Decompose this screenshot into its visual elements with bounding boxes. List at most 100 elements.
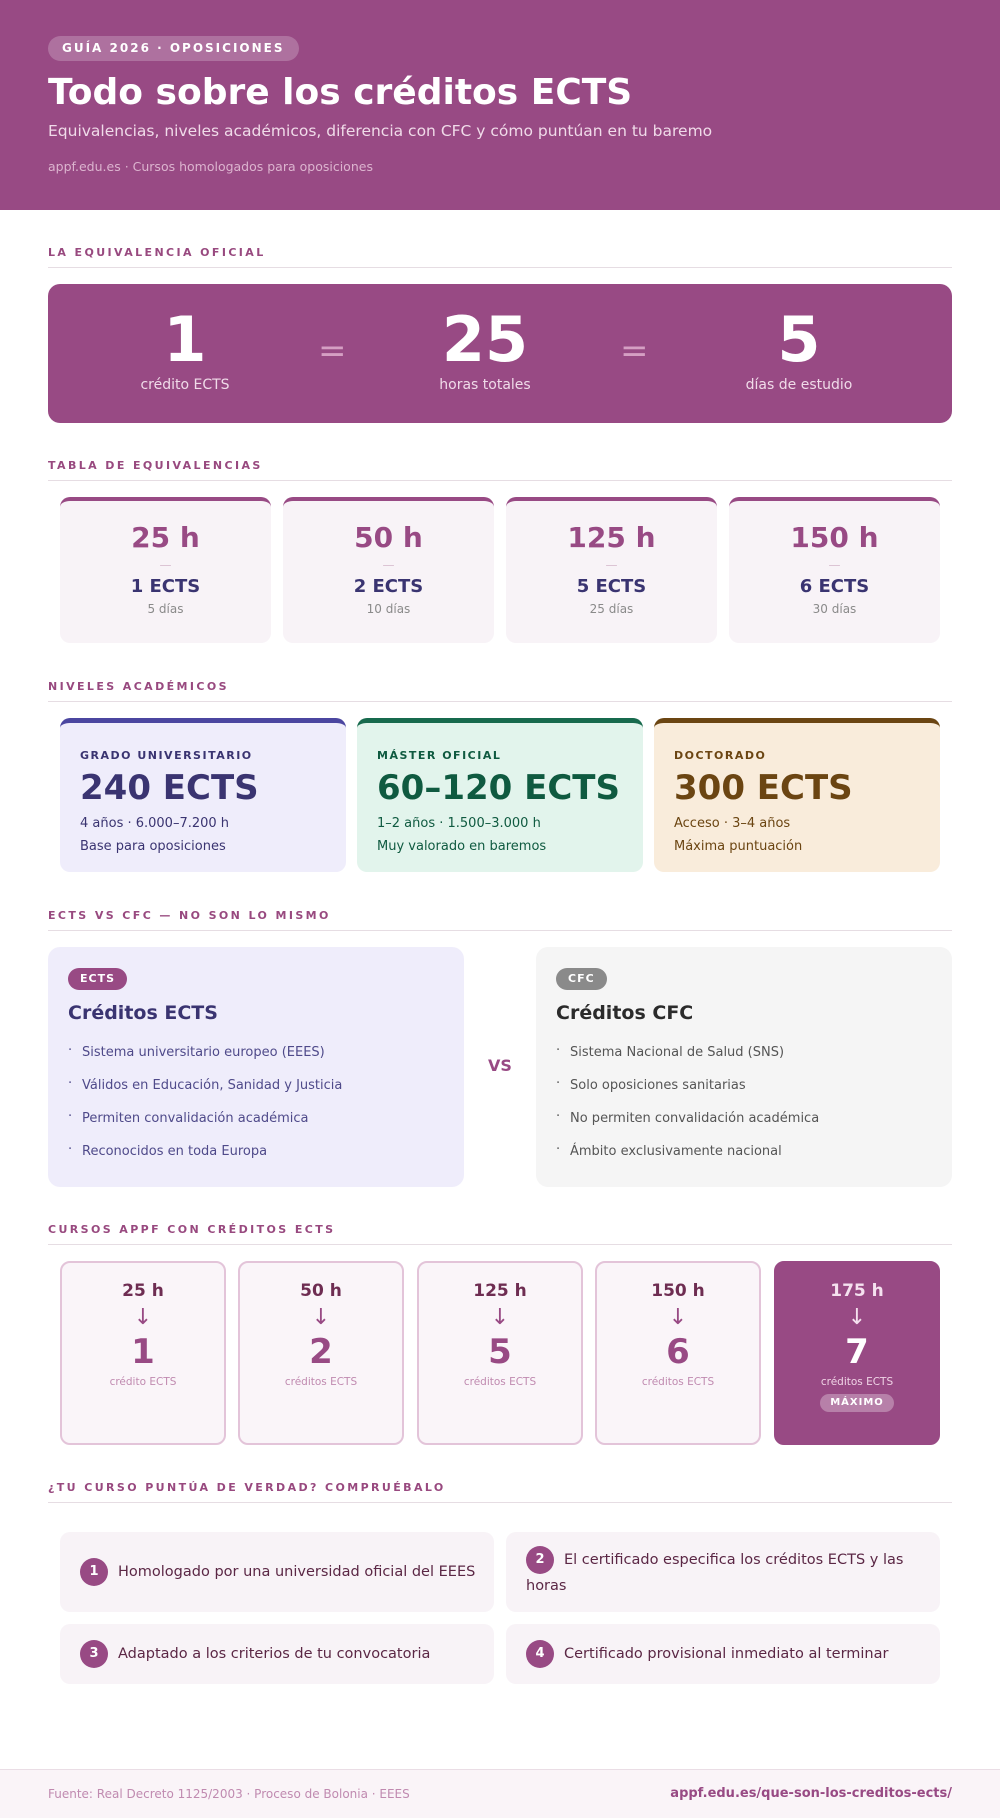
card-divider: — <box>159 558 172 572</box>
equivalence-label: crédito ECTS <box>140 377 230 394</box>
list-item: Ámbito exclusivamente nacional <box>556 1133 932 1168</box>
equivalence-card: 25 h — 1 ECTS 5 días <box>60 497 271 643</box>
guide-badge: GUÍA 2026 · OPOSICIONES <box>48 36 299 61</box>
course-hours: 50 h <box>300 1281 342 1301</box>
footer-source: Fuente: Real Decreto 1125/2003 · Proceso… <box>48 1787 410 1801</box>
check-number: 1 <box>80 1558 108 1586</box>
level-card-grado: GRADO UNIVERSITARIO 240 ECTS 4 años · 6.… <box>60 718 346 872</box>
check-text: El certificado especifica los créditos E… <box>526 1552 904 1594</box>
equivalence-hours: 25 horas totales <box>375 303 595 394</box>
arrow-down-icon: ↓ <box>668 1305 688 1330</box>
section-heading-equivalence: LA EQUIVALENCIA OFICIAL <box>48 246 952 268</box>
arrow-down-icon: ↓ <box>311 1305 331 1330</box>
card-hours: 50 h <box>354 521 423 554</box>
level-value: 300 ECTS <box>674 768 853 808</box>
cfc-title: Créditos CFC <box>556 1002 694 1024</box>
equivalence-days: 5 días de estudio <box>689 303 909 394</box>
page-title: Todo sobre los créditos ECTS <box>48 72 633 113</box>
course-credits: 5 <box>488 1332 512 1372</box>
equivalence-value: 25 <box>441 303 529 376</box>
card-ects: 1 ECTS <box>130 576 201 597</box>
level-tag: MÁSTER OFICIAL <box>377 749 502 762</box>
page-subtitle: Equivalencias, niveles académicos, difer… <box>48 122 713 140</box>
course-credits: 2 <box>309 1332 333 1372</box>
list-item: Solo oposiciones sanitarias <box>556 1067 932 1102</box>
check-number: 2 <box>526 1546 554 1574</box>
course-card[interactable]: 50 h ↓ 2 créditos ECTS <box>238 1261 404 1445</box>
section-heading-comparison: ECTS VS CFC — NO SON LO MISMO <box>48 909 952 931</box>
footer: Fuente: Real Decreto 1125/2003 · Proceso… <box>0 1769 1000 1818</box>
check-number: 4 <box>526 1640 554 1668</box>
course-credits: 7 <box>845 1332 869 1372</box>
cfc-card: CFC Créditos CFC Sistema Nacional de Sal… <box>536 947 952 1187</box>
level-detail: 4 años · 6.000–7.200 h <box>80 816 230 831</box>
section-heading-levels: NIVELES ACADÉMICOS <box>48 680 952 702</box>
course-card[interactable]: 25 h ↓ 1 crédito ECTS <box>60 1261 226 1445</box>
equivalence-card: 125 h — 5 ECTS 25 días <box>506 497 717 643</box>
arrow-down-icon: ↓ <box>490 1305 510 1330</box>
cfc-feature-list: Sistema Nacional de Salud (SNS) Solo opo… <box>556 1034 932 1168</box>
card-hours: 25 h <box>131 521 200 554</box>
level-note: Máxima puntuación <box>674 839 803 854</box>
check-text: Adaptado a los criterios de tu convocato… <box>118 1646 431 1662</box>
section-heading-courses: CURSOS APPF CON CRÉDITOS ECTS <box>48 1223 952 1245</box>
equals-icon: = <box>620 331 649 371</box>
arrow-down-icon: ↓ <box>847 1305 867 1330</box>
list-item: Sistema Nacional de Salud (SNS) <box>556 1034 932 1069</box>
list-item: Válidos en Educación, Sanidad y Justicia <box>68 1067 444 1102</box>
course-credits-label: créditos ECTS <box>463 1376 537 1388</box>
card-days: 25 días <box>589 602 634 616</box>
card-days: 5 días <box>147 602 184 616</box>
equivalence-label: días de estudio <box>745 377 853 394</box>
vs-label: VS <box>488 1056 512 1075</box>
check-text: Certificado provisional inmediato al ter… <box>564 1646 889 1662</box>
list-item: Permiten convalidación académica <box>68 1100 444 1135</box>
card-days: 10 días <box>366 602 411 616</box>
max-badge: MÁXIMO <box>820 1394 894 1412</box>
course-hours: 150 h <box>651 1281 705 1301</box>
list-item: Reconocidos en toda Europa <box>68 1133 444 1168</box>
equivalence-label: horas totales <box>439 377 531 394</box>
card-ects: 6 ECTS <box>799 576 870 597</box>
card-ects: 2 ECTS <box>353 576 424 597</box>
header-url: appf.edu.es · Cursos homologados para op… <box>48 159 373 174</box>
level-note: Muy valorado en baremos <box>377 839 547 854</box>
header-banner: GUÍA 2026 · OPOSICIONES Todo sobre los c… <box>0 0 1000 210</box>
level-tag: DOCTORADO <box>674 749 767 762</box>
level-tag: GRADO UNIVERSITARIO <box>80 749 253 762</box>
level-detail: Acceso · 3–4 años <box>674 816 791 831</box>
card-divider: — <box>382 558 395 572</box>
equivalence-credit: 1 crédito ECTS <box>75 304 295 394</box>
equivalence-card: 50 h — 2 ECTS 10 días <box>283 497 494 643</box>
arrow-down-icon: ↓ <box>133 1305 153 1330</box>
equivalence-card: 150 h — 6 ECTS 30 días <box>729 497 940 643</box>
course-hours: 175 h <box>830 1281 884 1301</box>
card-hours: 125 h <box>567 521 656 554</box>
footer-link[interactable]: appf.edu.es/que-son-los-creditos-ects/ <box>670 1786 952 1801</box>
check-text: Homologado por una universidad oficial d… <box>118 1564 476 1580</box>
check-item: 4 Certificado provisional inmediato al te… <box>506 1624 940 1684</box>
equivalence-value: 5 <box>777 303 821 376</box>
equals-icon: = <box>318 331 347 371</box>
card-hours: 150 h <box>790 521 879 554</box>
list-item: Sistema universitario europeo (EEES) <box>68 1034 444 1069</box>
equivalence-banner: 1 crédito ECTS = 25 horas totales = 5 dí… <box>48 284 952 423</box>
check-item: 1 Homologado por una universidad oficial … <box>60 1532 494 1612</box>
level-detail: 1–2 años · 1.500–3.000 h <box>377 816 541 831</box>
card-days: 30 días <box>812 602 857 616</box>
course-card[interactable]: 125 h ↓ 5 créditos ECTS <box>417 1261 583 1445</box>
ects-card: ECTS Créditos ECTS Sistema universitario… <box>48 947 464 1187</box>
course-credits-label: crédito ECTS <box>109 1376 177 1388</box>
ects-title: Créditos ECTS <box>68 1002 218 1024</box>
card-divider: — <box>828 558 841 572</box>
course-card-max[interactable]: 175 h ↓ 7 créditos ECTS MÁXIMO <box>774 1261 940 1445</box>
card-ects: 5 ECTS <box>576 576 647 597</box>
level-note: Base para oposiciones <box>80 839 226 854</box>
card-divider: — <box>605 558 618 572</box>
level-value: 60–120 ECTS <box>377 768 620 808</box>
level-value: 240 ECTS <box>80 768 259 808</box>
course-credits-label: créditos ECTS <box>284 1376 358 1388</box>
course-credits-label: créditos ECTS <box>641 1376 715 1388</box>
course-card[interactable]: 150 h ↓ 6 créditos ECTS <box>595 1261 761 1445</box>
course-credits: 6 <box>666 1332 690 1372</box>
